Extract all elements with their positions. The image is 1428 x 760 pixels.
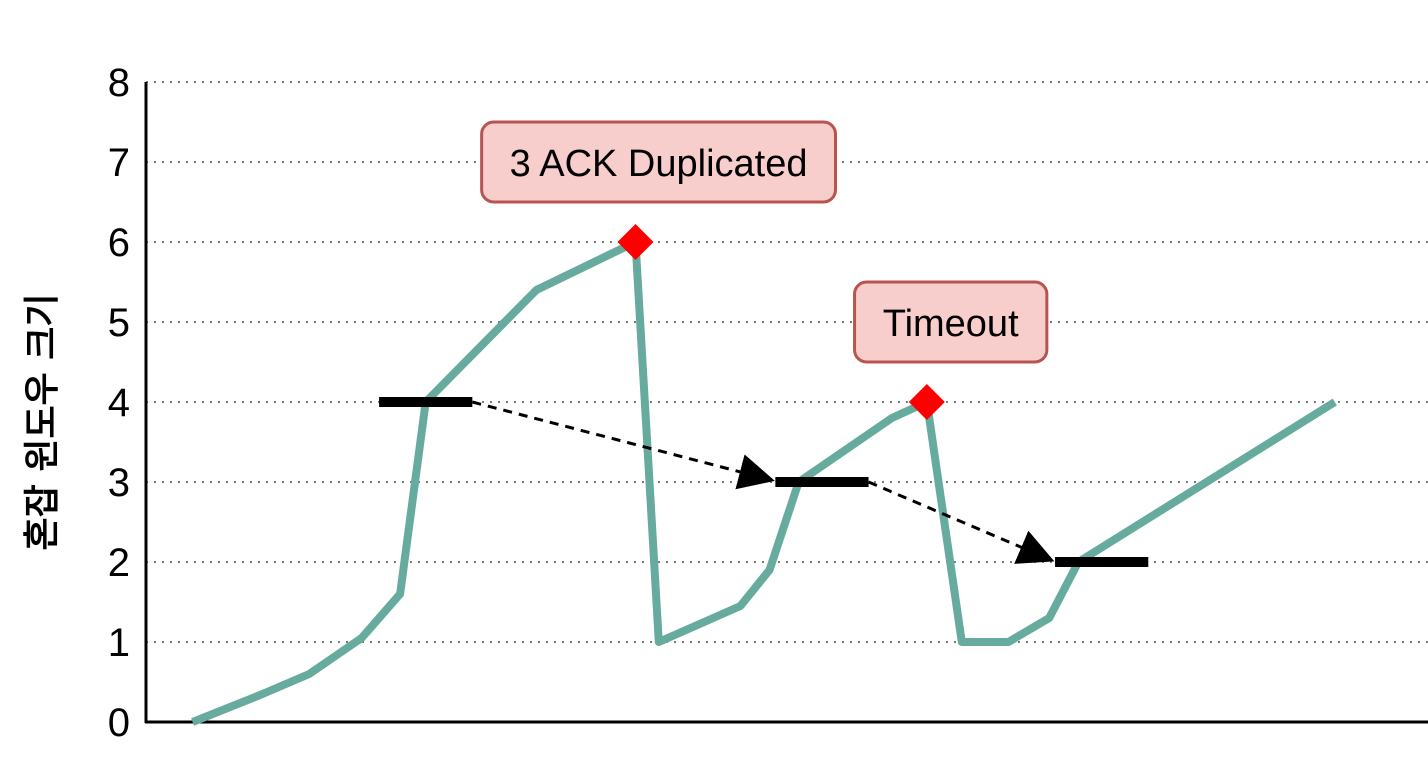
y-tick-label: 4 bbox=[108, 381, 130, 425]
y-tick-label: 1 bbox=[108, 621, 130, 665]
y-tick-label: 5 bbox=[108, 301, 130, 345]
threshold-layer bbox=[379, 397, 1149, 567]
event-label: Timeout bbox=[883, 303, 1019, 345]
event-markers bbox=[617, 224, 945, 420]
threshold-arrows bbox=[471, 400, 1055, 564]
y-axis-label: 혼잡 윈도우 크기 bbox=[22, 294, 63, 551]
y-tick-label: 2 bbox=[108, 541, 130, 585]
y-tick-label: 6 bbox=[108, 221, 130, 265]
event-label-box bbox=[480, 120, 837, 204]
event-marker bbox=[908, 384, 945, 420]
event-label-box bbox=[853, 280, 1049, 364]
y-tick-label: 7 bbox=[108, 141, 130, 185]
annotations: 3 ACK Duplicated Timeout bbox=[480, 120, 1049, 364]
y-tick-label: 8 bbox=[108, 61, 130, 105]
axes bbox=[144, 82, 1428, 724]
y-tick-labels: 0 1 2 3 4 5 6 7 8 bbox=[108, 61, 130, 745]
threshold-arrow bbox=[471, 400, 775, 490]
threshold-arrow bbox=[867, 480, 1055, 564]
y-tick-label: 3 bbox=[108, 461, 130, 505]
event-label: 3 ACK Duplicated bbox=[510, 143, 808, 185]
series-line bbox=[191, 238, 1337, 726]
event-marker bbox=[617, 224, 654, 260]
series-layer bbox=[191, 238, 1337, 726]
y-tick-label: 0 bbox=[108, 701, 130, 745]
